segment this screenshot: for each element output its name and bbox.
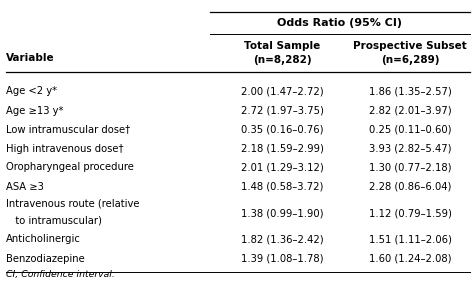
Text: Low intramuscular dose†: Low intramuscular dose† xyxy=(6,124,130,135)
Text: 1.30 (0.77–2.18): 1.30 (0.77–2.18) xyxy=(369,162,451,173)
Text: High intravenous dose†: High intravenous dose† xyxy=(6,144,124,153)
Text: ASA ≥3: ASA ≥3 xyxy=(6,182,44,191)
Text: 1.38 (0.99–1.90): 1.38 (0.99–1.90) xyxy=(241,208,324,218)
Text: 3.93 (2.82–5.47): 3.93 (2.82–5.47) xyxy=(369,144,451,153)
Text: 2.82 (2.01–3.97): 2.82 (2.01–3.97) xyxy=(369,106,451,115)
Text: Variable: Variable xyxy=(6,53,55,63)
Text: 1.51 (1.11–2.06): 1.51 (1.11–2.06) xyxy=(369,235,451,244)
Text: 0.35 (0.16–0.76): 0.35 (0.16–0.76) xyxy=(241,124,324,135)
Text: 2.28 (0.86–6.04): 2.28 (0.86–6.04) xyxy=(369,182,451,191)
Text: Prospective Subset
(n=6,289): Prospective Subset (n=6,289) xyxy=(353,41,467,65)
Text: 1.60 (1.24–2.08): 1.60 (1.24–2.08) xyxy=(369,253,451,264)
Text: to intramuscular): to intramuscular) xyxy=(6,215,102,225)
Text: 0.25 (0.11–0.60): 0.25 (0.11–0.60) xyxy=(369,124,451,135)
Text: 2.00 (1.47–2.72): 2.00 (1.47–2.72) xyxy=(241,86,324,97)
Text: CI, Confidence interval.: CI, Confidence interval. xyxy=(6,271,115,280)
Text: Odds Ratio (95% CI): Odds Ratio (95% CI) xyxy=(277,18,402,28)
Text: Age ≥13 y*: Age ≥13 y* xyxy=(6,106,64,115)
Text: Total Sample
(n=8,282): Total Sample (n=8,282) xyxy=(245,41,320,65)
Text: 1.48 (0.58–3.72): 1.48 (0.58–3.72) xyxy=(241,182,324,191)
Text: 1.86 (1.35–2.57): 1.86 (1.35–2.57) xyxy=(369,86,451,97)
Text: Benzodiazepine: Benzodiazepine xyxy=(6,253,85,264)
Text: 2.01 (1.29–3.12): 2.01 (1.29–3.12) xyxy=(241,162,324,173)
Text: Age <2 y*: Age <2 y* xyxy=(6,86,57,97)
Text: Oropharyngeal procedure: Oropharyngeal procedure xyxy=(6,162,134,173)
Text: Anticholinergic: Anticholinergic xyxy=(6,235,81,244)
Text: 1.82 (1.36–2.42): 1.82 (1.36–2.42) xyxy=(241,235,324,244)
Text: 2.18 (1.59–2.99): 2.18 (1.59–2.99) xyxy=(241,144,324,153)
Text: 1.39 (1.08–1.78): 1.39 (1.08–1.78) xyxy=(241,253,324,264)
Text: 2.72 (1.97–3.75): 2.72 (1.97–3.75) xyxy=(241,106,324,115)
Text: Intravenous route (relative: Intravenous route (relative xyxy=(6,199,139,209)
Text: 1.12 (0.79–1.59): 1.12 (0.79–1.59) xyxy=(369,208,451,218)
